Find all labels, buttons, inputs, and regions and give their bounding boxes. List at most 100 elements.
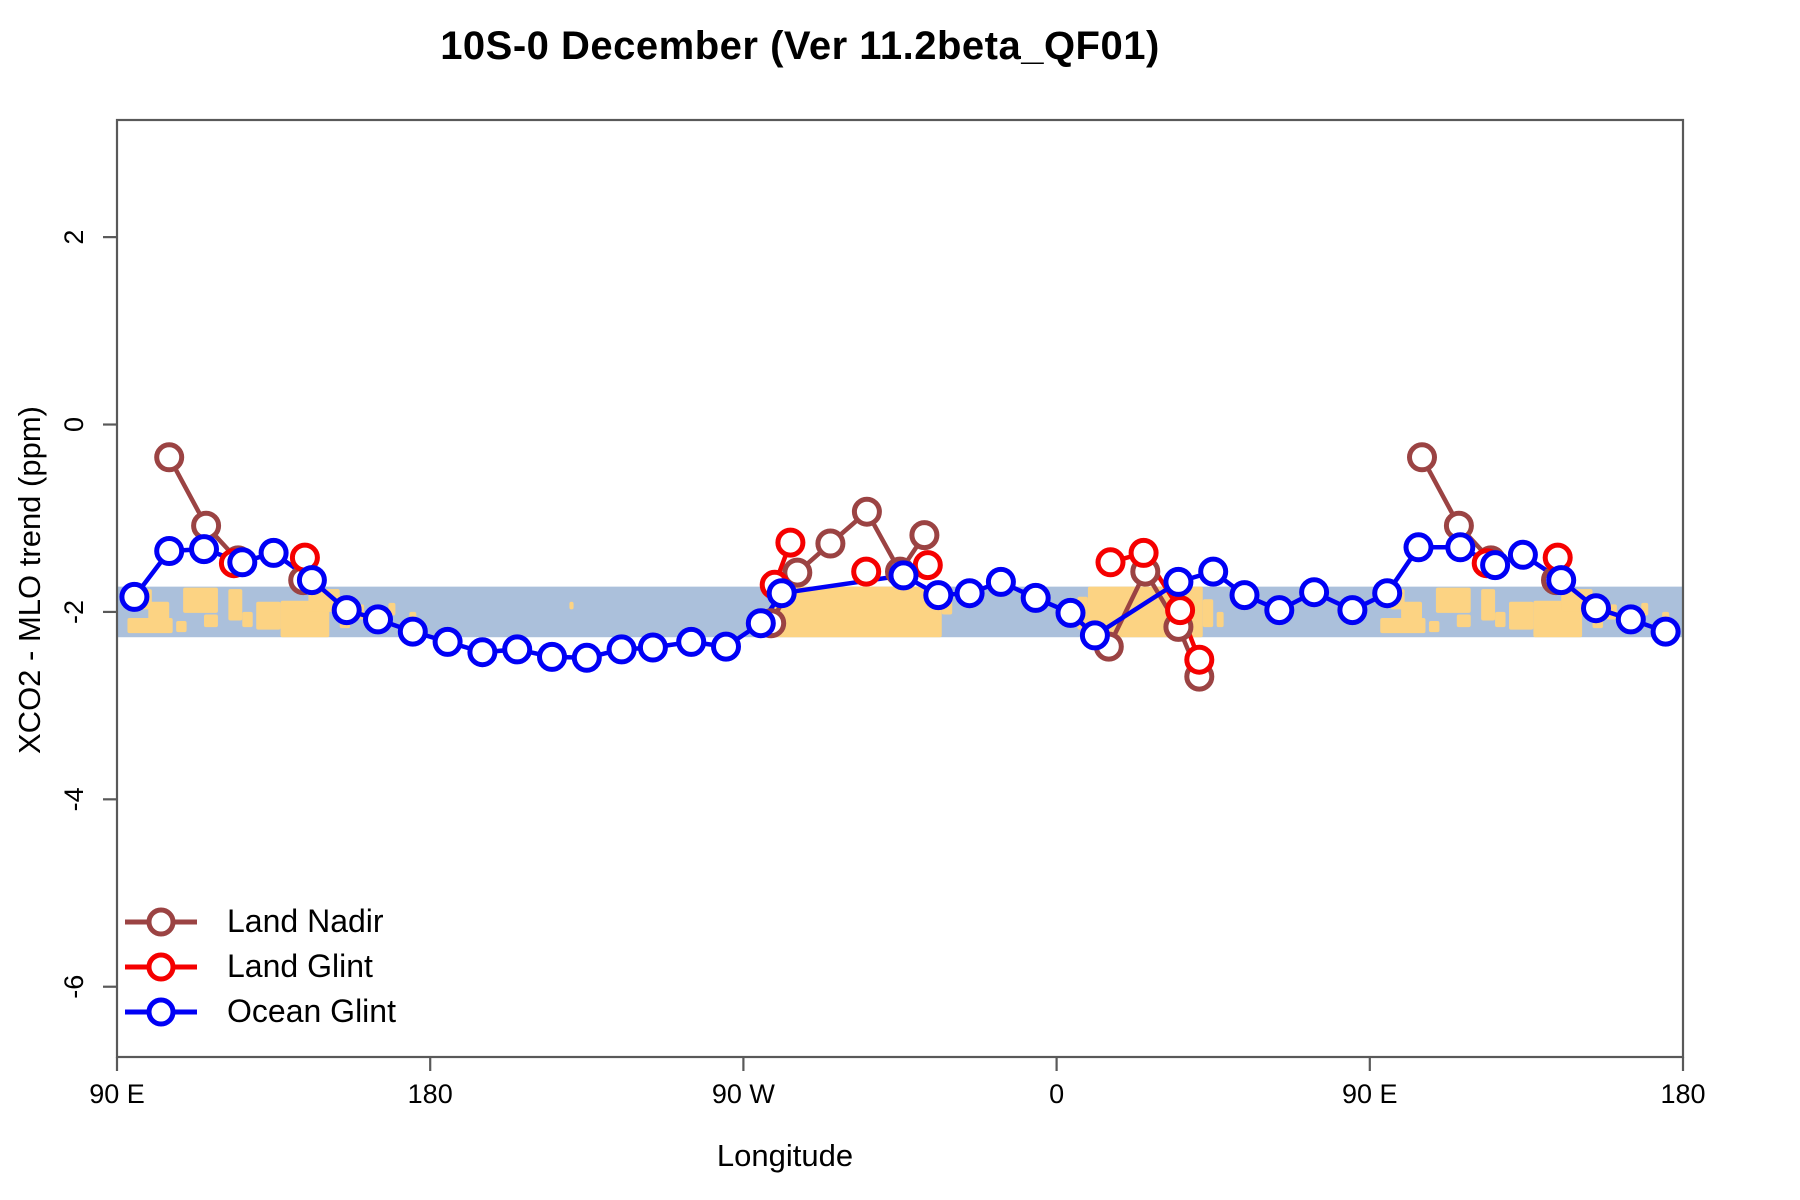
y-tick-label: -6 [59, 975, 89, 999]
x-tick-label: 90 E [1342, 1079, 1398, 1109]
data-point-2 [1445, 532, 1476, 563]
land-patch [1495, 611, 1506, 628]
x-axis-label: Longitude [716, 1138, 854, 1173]
data-point-2 [1546, 565, 1577, 596]
land-patch [569, 601, 574, 610]
x-tick-label: 180 [1660, 1079, 1705, 1109]
land-patch [183, 587, 218, 613]
data-point-2 [1615, 604, 1646, 635]
legend-marker-icon [125, 997, 197, 1026]
data-point-2 [467, 637, 498, 668]
x-tick-label: 90 E [89, 1079, 145, 1109]
data-point-2 [537, 641, 567, 672]
land-patch [127, 617, 173, 634]
data-point-2 [258, 537, 289, 568]
data-point-2 [954, 578, 985, 609]
data-point-2 [1264, 595, 1295, 626]
land-patch [204, 614, 218, 628]
data-point-2 [888, 560, 919, 591]
plot-border [115, 118, 1685, 1059]
land-patch [1380, 617, 1426, 634]
data-point-1 [851, 556, 882, 587]
legend-item-label: Land Glint [227, 948, 373, 984]
data-point-2 [1055, 597, 1086, 628]
data-point-0 [815, 528, 846, 559]
data-point-1 [1165, 595, 1196, 626]
data-point-2 [766, 578, 797, 609]
y-tick-label: 2 [59, 230, 89, 245]
y-axis-label: XCO2 - MLO trend (ppm) [12, 406, 47, 754]
y-tick-label: -4 [59, 787, 89, 811]
data-point-2 [154, 536, 185, 566]
land-patch [1202, 599, 1214, 628]
data-point-2 [745, 608, 776, 639]
legend-item: Ocean Glint [125, 989, 396, 1034]
legend-item-label: Land Nadir [227, 903, 384, 939]
data-point-2 [637, 632, 668, 663]
data-point-1 [912, 550, 943, 581]
data-point-1 [775, 527, 806, 558]
data-point-0 [851, 496, 882, 527]
data-point-2 [189, 534, 219, 565]
data-point-2 [1403, 532, 1434, 563]
data-point-2 [1020, 582, 1051, 613]
data-point-2 [432, 626, 463, 657]
x-tick-label: 90 W [712, 1079, 776, 1109]
data-point-2 [1337, 595, 1368, 626]
land-patch [1428, 621, 1440, 633]
data-point-1 [1128, 537, 1159, 568]
legend-item: Land Glint [125, 944, 396, 989]
data-point-2 [397, 616, 428, 647]
land-patch [256, 601, 281, 630]
data-point-2 [923, 580, 954, 611]
legend-marker-icon [125, 907, 197, 936]
legend-marker-icon [125, 952, 197, 981]
x-tick-label: 0 [1049, 1079, 1064, 1109]
data-point-2 [985, 566, 1016, 597]
land-patch [176, 621, 187, 633]
data-point-1 [1095, 547, 1126, 578]
land-patch [1435, 587, 1471, 613]
data-point-2 [1079, 620, 1110, 651]
data-point-2 [296, 565, 327, 596]
land-patch [1456, 614, 1471, 628]
data-point-2 [1229, 580, 1260, 611]
x-tick-label: 180 [408, 1079, 453, 1109]
land-patch [242, 611, 253, 628]
land-patch [228, 589, 243, 621]
data-point-2 [1299, 577, 1330, 608]
land-patch [1509, 601, 1534, 630]
chart-title: 10S-0 December (Ver 11.2beta_QF01) [440, 24, 1160, 68]
data-point-0 [909, 520, 940, 551]
data-point-2 [606, 634, 637, 665]
legend-item: Land Nadir [125, 899, 396, 944]
y-tick-label: 0 [59, 417, 89, 432]
data-point-2 [1507, 539, 1538, 570]
land-patch [1216, 611, 1224, 628]
data-point-2 [1581, 593, 1611, 624]
data-point-2 [1650, 616, 1681, 647]
data-point-2 [331, 595, 362, 626]
data-point-2 [363, 604, 393, 635]
data-point-2 [119, 581, 150, 612]
data-point-0 [154, 442, 185, 473]
legend-item-label: Ocean Glint [227, 993, 396, 1029]
land-patch [774, 586, 942, 638]
data-point-2 [1163, 566, 1194, 597]
data-point-2 [502, 634, 533, 665]
data-point-2 [1198, 556, 1229, 587]
data-point-2 [676, 626, 707, 657]
data-point-0 [1407, 442, 1437, 473]
data-point-2 [711, 631, 741, 662]
data-point-0 [782, 557, 813, 588]
data-point-1 [1184, 644, 1215, 675]
data-point-2 [1372, 578, 1403, 609]
legend: Land Nadir Land Glint Ocean Glint [125, 899, 396, 1034]
data-point-2 [571, 642, 602, 673]
land-patch [1481, 589, 1496, 621]
data-point-2 [227, 547, 258, 578]
y-tick-label: -2 [59, 600, 89, 624]
data-point-2 [1480, 550, 1511, 581]
